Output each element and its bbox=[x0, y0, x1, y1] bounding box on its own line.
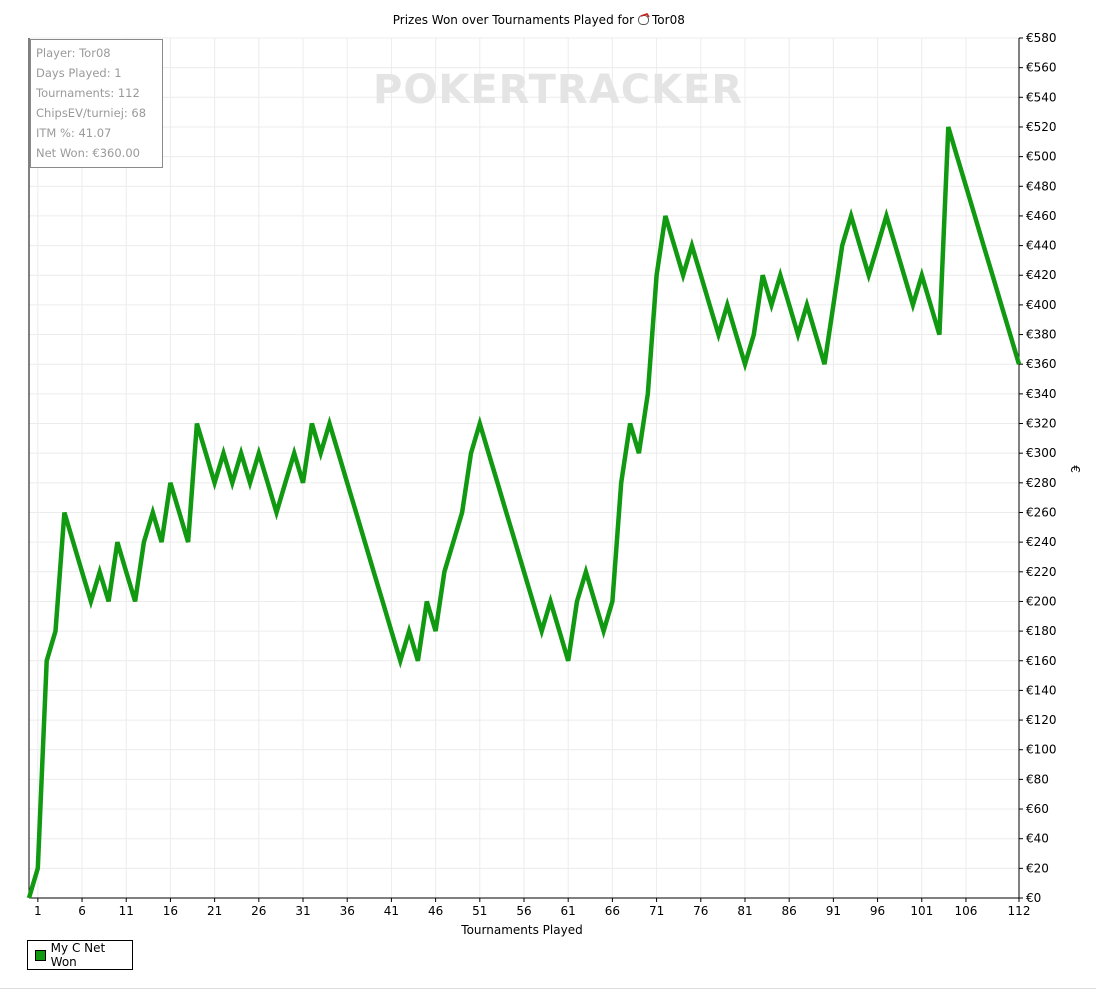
y-tick-label: €280 bbox=[1026, 476, 1057, 490]
y-axis-title: € bbox=[1068, 465, 1082, 473]
x-tick-label: 31 bbox=[295, 904, 310, 918]
y-tick-label: €160 bbox=[1026, 654, 1057, 668]
x-tick-label: 1 bbox=[34, 904, 42, 918]
x-tick-label: 76 bbox=[693, 904, 708, 918]
y-tick-label: €460 bbox=[1026, 209, 1057, 223]
bottom-divider bbox=[0, 988, 1096, 989]
x-tick-label: 56 bbox=[516, 904, 531, 918]
legend-label: My C Net Won bbox=[50, 941, 106, 969]
y-tick-label: €240 bbox=[1026, 535, 1057, 549]
y-axis-ticks: €0 €20 €40 €60 €80 €100 €120 €140 €160 €180 €200 €2… bbox=[1019, 31, 1057, 905]
x-tick-label: 96 bbox=[870, 904, 885, 918]
x-tick-label: 61 bbox=[561, 904, 576, 918]
stat-player: Player: Tor08 bbox=[36, 46, 111, 60]
y-tick-label: €60 bbox=[1026, 802, 1049, 816]
x-tick-label: 6 bbox=[78, 904, 86, 918]
y-tick-label: €340 bbox=[1026, 387, 1057, 401]
legend-swatch bbox=[35, 949, 46, 961]
y-tick-label: €20 bbox=[1026, 861, 1049, 875]
watermark: POKERTRACKER bbox=[373, 67, 743, 113]
x-tick-label: 11 bbox=[119, 904, 134, 918]
y-tick-label: €540 bbox=[1026, 90, 1057, 104]
y-tick-label: €320 bbox=[1026, 417, 1057, 431]
y-tick-label: €100 bbox=[1026, 743, 1057, 757]
x-axis-title: Tournaments Played bbox=[460, 923, 582, 937]
player-icon bbox=[638, 13, 650, 25]
y-tick-label: €380 bbox=[1026, 328, 1057, 342]
y-tick-label: €220 bbox=[1026, 565, 1057, 579]
x-tick-label: 112 bbox=[1008, 904, 1031, 918]
y-tick-label: €480 bbox=[1026, 179, 1057, 193]
stat-net-won: Net Won: €360.00 bbox=[36, 146, 140, 160]
grid bbox=[29, 37, 1020, 899]
legend: My C Net Won bbox=[27, 940, 133, 970]
y-tick-label: €80 bbox=[1026, 772, 1049, 786]
y-tick-label: €120 bbox=[1026, 713, 1057, 727]
chart-title-player: Tor08 bbox=[651, 13, 685, 27]
x-tick-label: 26 bbox=[251, 904, 266, 918]
x-tick-label: 106 bbox=[955, 904, 978, 918]
x-tick-label: 51 bbox=[472, 904, 487, 918]
stat-itm: ITM %: 41.07 bbox=[36, 126, 112, 140]
x-tick-label: 66 bbox=[605, 904, 620, 918]
y-tick-label: €300 bbox=[1026, 446, 1057, 460]
stat-days-played: Days Played: 1 bbox=[36, 66, 122, 80]
y-tick-label: €40 bbox=[1026, 832, 1049, 846]
x-tick-label: 91 bbox=[826, 904, 841, 918]
x-tick-label: 86 bbox=[782, 904, 797, 918]
x-axis-ticks: 1 6 11 16 21 26 31 36 41 46 51 56 61 66 71 76 81 86 91 96 10… bbox=[34, 898, 1030, 918]
y-tick-label: €520 bbox=[1026, 120, 1057, 134]
chart-title: Prizes Won over Tournaments Played for T… bbox=[393, 13, 685, 27]
x-tick-label: 101 bbox=[910, 904, 933, 918]
stat-chipsev: ChipsEV/turniej: 68 bbox=[36, 106, 147, 120]
y-tick-label: €180 bbox=[1026, 624, 1057, 638]
stat-tournaments: Tournaments: 112 bbox=[36, 86, 140, 100]
series-group bbox=[26, 126, 1022, 899]
y-tick-label: €200 bbox=[1026, 594, 1057, 608]
y-tick-label: €360 bbox=[1026, 357, 1057, 371]
y-tick-label: €560 bbox=[1026, 61, 1057, 75]
x-tick-label: 71 bbox=[649, 904, 664, 918]
y-tick-label: €400 bbox=[1026, 298, 1057, 312]
y-tick-label: €260 bbox=[1026, 505, 1057, 519]
x-tick-label: 81 bbox=[737, 904, 752, 918]
x-tick-label: 46 bbox=[428, 904, 443, 918]
y-tick-label: €140 bbox=[1026, 683, 1057, 697]
y-tick-label: €420 bbox=[1026, 268, 1057, 282]
x-tick-label: 21 bbox=[207, 904, 222, 918]
chart-title-text: Prizes Won over Tournaments Played for bbox=[393, 13, 634, 27]
y-tick-label: €440 bbox=[1026, 239, 1057, 253]
player-stats-panel: Player: Tor08 Days Played: 1 Tournaments… bbox=[30, 39, 163, 168]
y-tick-label: €580 bbox=[1026, 31, 1057, 45]
y-tick-label: €0 bbox=[1026, 891, 1041, 905]
series-line-my-c-net-won bbox=[26, 126, 1022, 899]
x-tick-label: 36 bbox=[340, 904, 355, 918]
x-tick-label: 16 bbox=[163, 904, 178, 918]
x-tick-label: 41 bbox=[384, 904, 399, 918]
y-tick-label: €500 bbox=[1026, 150, 1057, 164]
